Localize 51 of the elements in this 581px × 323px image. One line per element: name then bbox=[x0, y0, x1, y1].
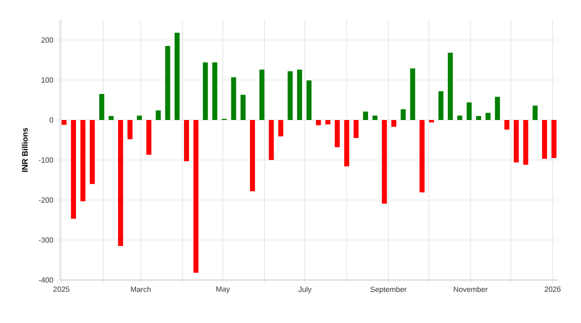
bar bbox=[457, 116, 462, 120]
bar bbox=[372, 116, 378, 120]
bar bbox=[420, 120, 425, 192]
bar bbox=[551, 120, 556, 158]
bar bbox=[70, 120, 76, 219]
bar bbox=[62, 120, 67, 125]
bar bbox=[438, 91, 444, 120]
bar bbox=[136, 116, 142, 120]
bar bbox=[391, 120, 396, 127]
bar bbox=[268, 120, 274, 160]
bar bbox=[400, 109, 406, 120]
bar bbox=[306, 80, 312, 120]
bar bbox=[174, 32, 180, 120]
bar bbox=[466, 102, 472, 120]
bar bbox=[344, 120, 350, 166]
bar bbox=[523, 120, 528, 165]
bar bbox=[410, 68, 416, 120]
bar bbox=[486, 112, 491, 120]
bar bbox=[90, 120, 95, 184]
bar bbox=[325, 120, 330, 124]
bar bbox=[494, 96, 500, 120]
bar bbox=[127, 120, 132, 140]
bar bbox=[250, 120, 255, 192]
bar bbox=[202, 62, 208, 120]
bar bbox=[231, 77, 236, 120]
bar bbox=[476, 116, 482, 120]
bar bbox=[316, 120, 321, 126]
bar bbox=[184, 120, 190, 162]
bar bbox=[156, 110, 161, 120]
bar bbox=[448, 52, 453, 120]
bar bbox=[288, 71, 293, 120]
bar bbox=[382, 120, 387, 204]
bar bbox=[118, 120, 124, 246]
bar bbox=[514, 120, 519, 162]
bar bbox=[363, 112, 368, 120]
bar bbox=[193, 120, 198, 273]
bar bbox=[165, 46, 170, 120]
bar bbox=[297, 70, 302, 120]
bar bbox=[542, 120, 548, 159]
bar bbox=[108, 116, 114, 120]
bar bbox=[259, 70, 264, 120]
bar bbox=[240, 94, 246, 120]
bar bbox=[80, 120, 86, 202]
bar bbox=[354, 120, 359, 138]
bar bbox=[146, 120, 152, 155]
bar bbox=[278, 120, 284, 136]
bar bbox=[212, 62, 218, 120]
bar bbox=[504, 120, 510, 130]
bar bbox=[99, 94, 104, 120]
bar bbox=[334, 120, 340, 148]
bar bbox=[532, 106, 538, 120]
